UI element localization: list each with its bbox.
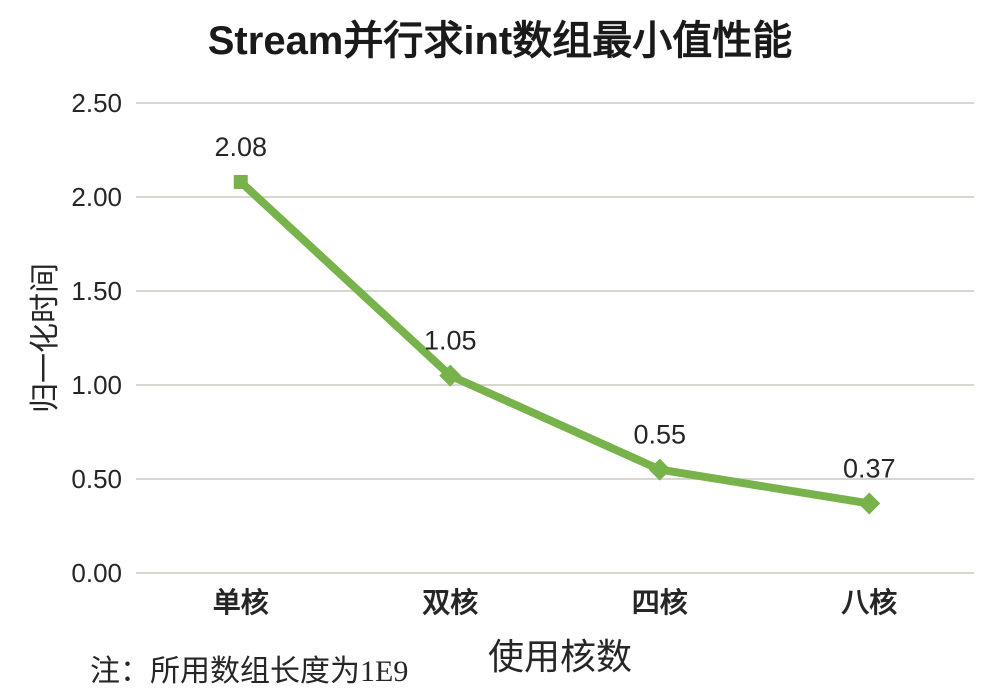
- y-tick-label: 1.00: [71, 370, 122, 400]
- data-point-marker: [648, 458, 671, 481]
- x-tick-label: 八核: [841, 587, 897, 618]
- x-axis-title: 使用核数: [487, 637, 633, 677]
- chart-title: Stream并行求int数组最小值性能: [207, 19, 793, 63]
- data-point-label: 0.55: [633, 420, 686, 450]
- data-point-marker: [233, 174, 248, 189]
- y-tick-label: 0.00: [71, 558, 122, 588]
- data-point-label: 1.05: [424, 326, 477, 356]
- y-tick-label: 2.00: [71, 182, 122, 212]
- y-tick-label: 1.50: [71, 276, 122, 306]
- y-tick-label: 2.50: [71, 88, 122, 118]
- data-point-marker: [439, 364, 462, 387]
- footnote: 注：所用数组长度为1E9: [90, 655, 409, 688]
- y-tick-label: 0.50: [71, 464, 122, 494]
- x-tick-label: 四核: [632, 587, 688, 618]
- x-tick-label: 双核: [422, 587, 478, 618]
- data-point-marker: [858, 492, 881, 515]
- data-point-label: 2.08: [214, 132, 267, 162]
- series-line: [238, 179, 870, 508]
- x-tick-label: 单核: [213, 587, 269, 618]
- data-point-label: 0.37: [843, 453, 896, 483]
